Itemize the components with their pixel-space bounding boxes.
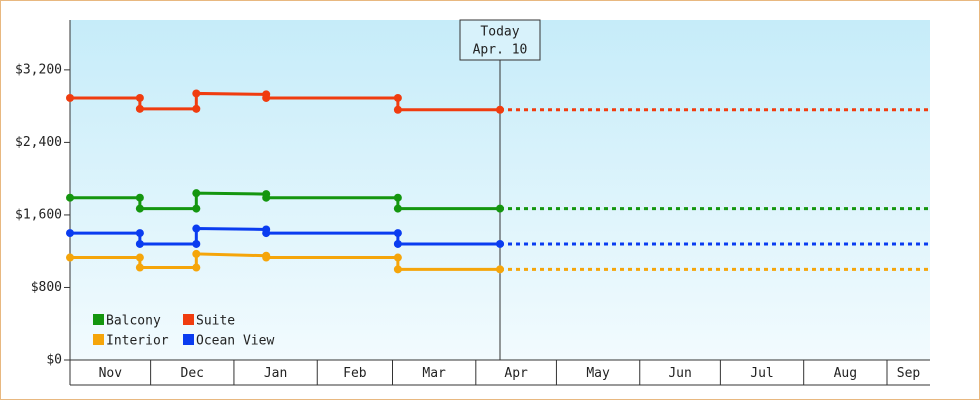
y-tick-label: $0 — [46, 353, 62, 368]
today-box — [459, 19, 541, 61]
series-point — [66, 193, 74, 202]
today-label: Today — [480, 25, 519, 40]
series-point — [135, 204, 144, 213]
series-point — [393, 204, 402, 213]
series-point — [262, 253, 271, 262]
series-point — [393, 193, 402, 202]
y-tick-label: $1,600 — [15, 207, 62, 222]
series-point — [393, 93, 402, 102]
series-point — [393, 105, 402, 114]
series-line — [70, 252, 500, 271]
series-point — [192, 239, 201, 248]
series-point — [192, 204, 201, 213]
legend-label: Ocean View — [196, 334, 274, 349]
series-point — [135, 263, 144, 272]
legend-label: Interior — [106, 334, 169, 349]
x-tick-label: Jan — [264, 366, 287, 381]
legend-swatch — [183, 334, 194, 345]
legend-swatch — [93, 334, 104, 345]
series-point — [66, 93, 74, 102]
x-tick-label: Aug — [834, 366, 857, 381]
series-point — [192, 104, 201, 113]
y-tick-label: $800 — [31, 280, 62, 295]
series-point — [393, 229, 402, 238]
series-point — [135, 239, 144, 248]
x-tick-label: Nov — [99, 366, 123, 381]
legend-swatch — [183, 314, 194, 325]
series-point — [192, 89, 201, 98]
series-point — [135, 93, 144, 102]
series-point — [393, 253, 402, 262]
x-tick-label: Dec — [181, 366, 204, 381]
legend-swatch — [93, 314, 104, 325]
series-line — [70, 191, 500, 211]
legend-label: Suite — [196, 314, 235, 329]
series-point — [66, 253, 74, 262]
series-point — [135, 253, 144, 262]
x-tick-label: Sep — [897, 366, 921, 381]
today-label: Apr. 10 — [473, 43, 528, 58]
series-line — [70, 227, 500, 246]
series-line — [70, 91, 500, 112]
series-point — [192, 224, 201, 233]
series-point — [262, 93, 271, 102]
series-point — [262, 229, 271, 238]
series-point — [192, 263, 201, 272]
series-point — [393, 239, 402, 248]
y-tick-label: $2,400 — [15, 135, 62, 150]
series-point — [135, 229, 144, 238]
series-point — [192, 249, 201, 258]
x-tick-label: May — [586, 366, 610, 381]
x-tick-label: Jun — [668, 366, 691, 381]
series-point — [192, 189, 201, 198]
series-point — [262, 193, 271, 202]
x-tick-label: Feb — [343, 366, 367, 381]
series-point — [135, 193, 144, 202]
series-point — [66, 229, 74, 238]
series-point — [393, 265, 402, 274]
y-tick-label: $3,200 — [15, 62, 62, 77]
x-tick-label: Apr — [504, 366, 528, 381]
legend-label: Balcony — [106, 314, 161, 329]
series-point — [135, 104, 144, 113]
x-tick-label: Jul — [750, 366, 773, 381]
x-tick-label: Mar — [422, 366, 446, 381]
